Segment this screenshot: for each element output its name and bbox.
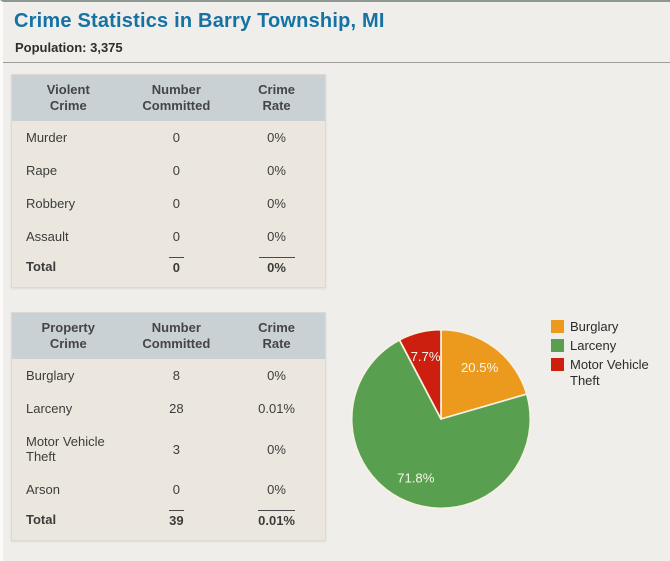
population-label: Population: 3,375 xyxy=(15,40,123,55)
column-header-violent-crime: Violent Crime xyxy=(11,74,125,121)
legend-swatch-burglary xyxy=(551,320,564,333)
number-committed-cell: 28 xyxy=(169,401,184,416)
crime-rate-cell: 0% xyxy=(267,196,286,211)
crime-name-cell: Larceny xyxy=(26,401,73,416)
table-row: Motor Vehicle Theft 3 0% xyxy=(12,425,326,473)
total-number-cell-value: 39 xyxy=(168,510,184,528)
crime-name-cell: Motor Vehicle Theft xyxy=(26,434,105,464)
pie-slice-motor-vehicle-theft xyxy=(398,328,442,420)
legend-item: Burglary xyxy=(551,319,669,335)
crime-name-cell: Robbery xyxy=(26,196,76,211)
number-committed-cell: 0 xyxy=(172,482,180,497)
total-rate-cell-value: 0.01% xyxy=(258,510,295,528)
page-title: Crime Statistics in Barry Township, MI xyxy=(14,10,385,32)
number-committed-cell: 0 xyxy=(172,196,180,211)
pie-legend: Burglary Larceny Motor Vehicle Theft xyxy=(551,319,669,392)
crime-rate-cell: 0% xyxy=(267,163,286,178)
legend-label: Larceny xyxy=(570,338,617,353)
table-row: Assault 0 0% xyxy=(12,220,326,253)
legend-swatch-larceny xyxy=(551,339,564,352)
crime-name-cell: Murder xyxy=(26,130,68,145)
number-committed-cell: 0 xyxy=(172,229,180,244)
crime-name-cell: Assault xyxy=(26,229,69,244)
crime-name-cell: Burglary xyxy=(26,368,75,383)
crime-name-cell: Rape xyxy=(26,163,58,178)
column-header-number-committed: Number Committed xyxy=(124,74,229,121)
total-number-cell-value: 0 xyxy=(168,257,184,275)
table-row: Rape 0 0% xyxy=(12,154,326,187)
table-row: Burglary 8 0% xyxy=(12,359,326,392)
table-row: Larceny 28 0.01% xyxy=(12,392,326,425)
number-committed-cell: 0 xyxy=(172,130,180,145)
crime-rate-cell: 0% xyxy=(267,441,286,457)
total-rate-cell-value: 0% xyxy=(258,257,295,275)
total-label-cell: Total xyxy=(26,258,57,274)
table-total-row: Total 39 0.01% xyxy=(12,506,326,541)
table-total-row: Total 0 0% xyxy=(12,253,326,288)
column-header-property-crime: Property Crime xyxy=(11,312,125,359)
number-committed-cell: 3 xyxy=(172,441,180,457)
crime-rate-cell: 0% xyxy=(267,482,286,497)
column-header-number-committed: Number Committed xyxy=(124,312,229,359)
legend-label: Burglary xyxy=(570,319,619,334)
table-row: Murder 0 0% xyxy=(12,121,326,154)
property-crime-pie-chart-area: 20.5% 71.8% 7.7% xyxy=(347,325,535,513)
pie-slice-label: 20.5% xyxy=(461,360,499,375)
crime-name-cell: Arson xyxy=(26,482,60,497)
crime-rate-cell: 0% xyxy=(267,130,286,145)
header-divider xyxy=(3,62,670,63)
number-committed-cell: 0 xyxy=(172,163,180,178)
legend-item: Larceny xyxy=(551,338,669,354)
property-crime-table-body: Burglary 8 0% Larceny 28 0.01% Motor Vehicle T… xyxy=(11,359,326,541)
legend-label: Motor Vehicle Theft xyxy=(570,357,649,388)
violent-crime-table-header: Violent Crime Number Committed Crime Rat… xyxy=(11,74,326,121)
legend-item: Motor Vehicle Theft xyxy=(551,357,669,389)
property-crime-table: Property Crime Number Committed Crime Ra… xyxy=(11,312,326,541)
total-number-cell: 39 xyxy=(125,506,229,541)
column-header-crime-rate: Crime Rate xyxy=(228,312,326,359)
pie-slice-label: 71.8% xyxy=(397,470,435,485)
column-header-crime-rate: Crime Rate xyxy=(228,74,326,121)
number-committed-cell: 8 xyxy=(172,368,180,383)
pie-slice-label: 7.7% xyxy=(411,349,441,364)
pie-slice-burglary xyxy=(440,328,528,420)
legend-swatch-motor-vehicle-theft xyxy=(551,358,564,371)
crime-rate-cell: 0% xyxy=(267,229,286,244)
pie-slice-larceny xyxy=(350,339,532,510)
total-rate-cell: 0% xyxy=(228,253,325,288)
total-number-cell: 0 xyxy=(125,253,229,288)
property-crime-table-header: Property Crime Number Committed Crime Ra… xyxy=(11,312,326,359)
pie-chart: 20.5% 71.8% 7.7% xyxy=(350,328,532,510)
violent-crime-table: Violent Crime Number Committed Crime Rat… xyxy=(11,74,326,288)
table-row: Robbery 0 0% xyxy=(12,187,326,220)
crime-rate-cell: 0.01% xyxy=(258,401,295,416)
crime-rate-cell: 0% xyxy=(267,368,286,383)
total-rate-cell: 0.01% xyxy=(228,506,325,541)
table-row: Arson 0 0% xyxy=(12,473,326,506)
violent-crime-table-body: Murder 0 0% Rape 0 0% Robbery 0 0% Assault 0 0% Tota… xyxy=(11,121,326,288)
total-label-cell: Total xyxy=(26,511,57,527)
